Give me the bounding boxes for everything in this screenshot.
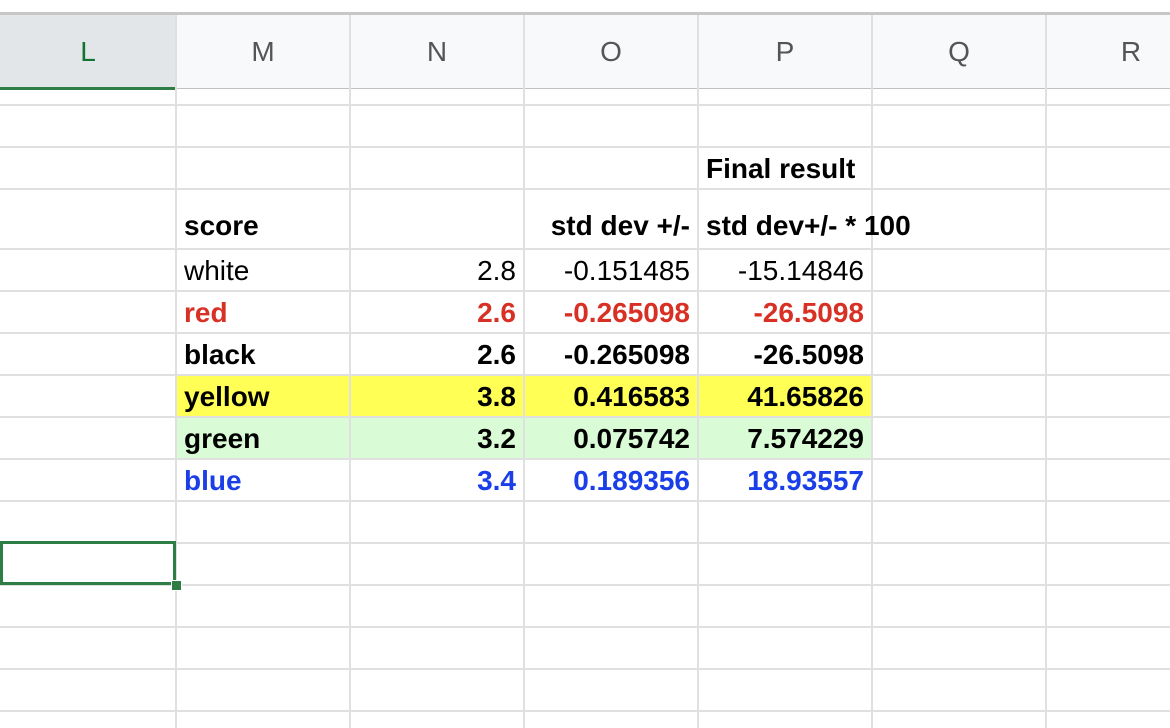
grid-line [175, 15, 177, 728]
cell-blue-score[interactable]: 3.4 [477, 465, 516, 496]
cell-red-score[interactable]: 2.6 [477, 297, 516, 328]
grid-line [0, 626, 1170, 628]
column-header-P[interactable]: P [775, 35, 795, 67]
cell-red-name[interactable]: red [184, 297, 228, 328]
cell-green-std-dev-100[interactable]: 7.574229 [747, 423, 864, 454]
column-header-R[interactable]: R [1120, 35, 1142, 67]
grid-line [0, 668, 1170, 670]
grid-line [0, 542, 1170, 544]
column-header-M[interactable]: M [251, 35, 275, 67]
cell-blue-std-dev[interactable]: 0.189356 [573, 465, 690, 496]
grid-line [0, 104, 1170, 106]
std-dev-header[interactable]: std dev +/- [550, 210, 690, 241]
grid-line [0, 188, 1170, 190]
cell-yellow-score[interactable]: 3.8 [477, 381, 516, 412]
cell-green-std-dev[interactable]: 0.075742 [573, 423, 690, 454]
cell-black-std-dev-100[interactable]: -26.5098 [753, 339, 864, 370]
cell-black-name[interactable]: black [184, 339, 256, 370]
grid-line [0, 146, 1170, 148]
fill-handle[interactable] [171, 580, 182, 591]
cell-green-name[interactable]: green [184, 423, 261, 454]
cell-blue-std-dev-100[interactable]: 18.93557 [747, 465, 864, 496]
grid-line [0, 416, 1170, 418]
cell-white-name[interactable]: white [184, 255, 250, 286]
grid-line [349, 15, 351, 728]
cell-white-score[interactable]: 2.8 [477, 255, 516, 286]
cell-white-std-dev[interactable]: -0.151485 [563, 255, 690, 286]
grid-line [0, 710, 1170, 712]
column-header-O[interactable]: O [600, 35, 622, 67]
grid-line [697, 15, 699, 728]
grid-line [0, 248, 1170, 250]
cell-red-std-dev-100[interactable]: -26.5098 [753, 297, 864, 328]
cell-red-std-dev[interactable]: -0.265098 [563, 297, 690, 328]
score-header[interactable]: score [184, 210, 259, 241]
final-result-label[interactable]: Final result [706, 153, 856, 184]
cell-green-score[interactable]: 3.2 [477, 423, 516, 454]
cell-blue-name[interactable]: blue [184, 465, 242, 496]
column-header-bar [0, 15, 1170, 89]
grid-line [0, 374, 1170, 376]
grid-line [1045, 15, 1047, 728]
std-dev-100-header[interactable]: std dev+/- * 100 [706, 210, 911, 241]
grid-line [0, 290, 1170, 292]
grid-line [0, 458, 1170, 460]
active-cell-selection[interactable] [0, 541, 176, 585]
column-header-L[interactable]: L [0, 15, 176, 90]
column-header-Q[interactable]: Q [948, 35, 970, 67]
cell-yellow-std-dev[interactable]: 0.416583 [573, 381, 690, 412]
grid-line [0, 500, 1170, 502]
column-header-N[interactable]: N [426, 35, 448, 67]
cell-white-std-dev-100[interactable]: -15.14846 [737, 255, 864, 286]
toolbar-divider [0, 12, 1170, 15]
cell-yellow-name[interactable]: yellow [184, 381, 270, 412]
cell-black-score[interactable]: 2.6 [477, 339, 516, 370]
grid-line [0, 584, 1170, 586]
cell-yellow-std-dev-100[interactable]: 41.65826 [747, 381, 864, 412]
grid-line [523, 15, 525, 728]
grid-line [0, 332, 1170, 334]
cell-black-std-dev[interactable]: -0.265098 [563, 339, 690, 370]
grid-line [871, 15, 873, 728]
